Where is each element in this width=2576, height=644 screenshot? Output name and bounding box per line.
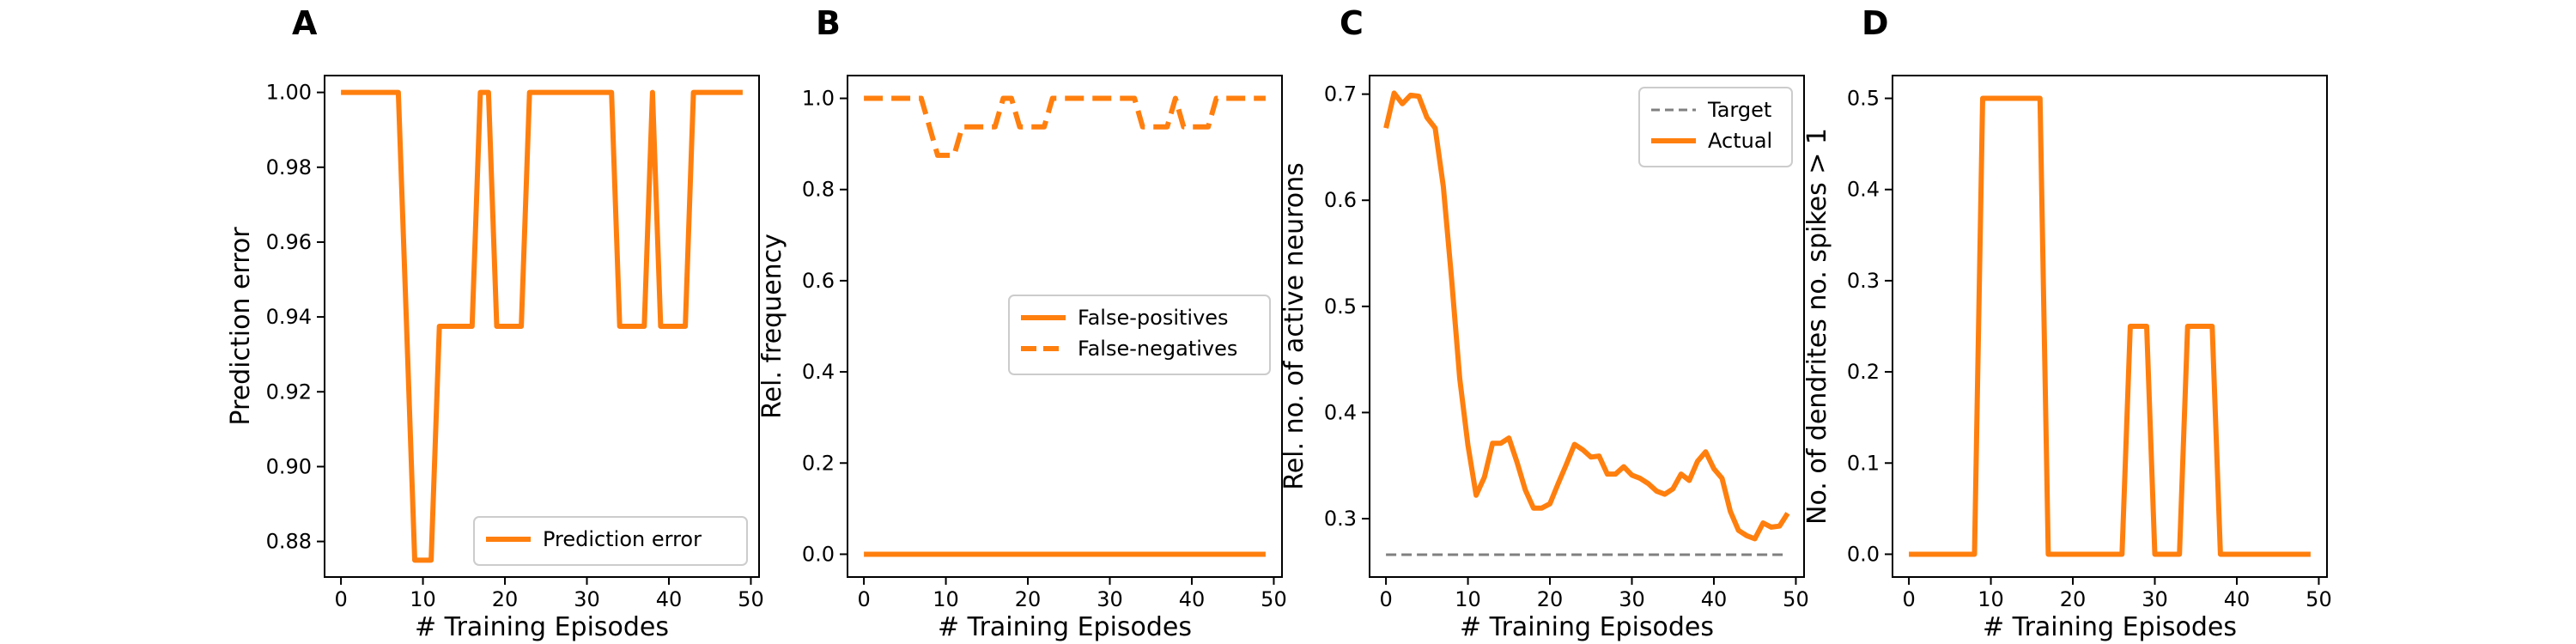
- legend: Prediction error: [473, 516, 748, 566]
- x-tick-label: 40: [1701, 587, 1728, 611]
- legend: Target Actual: [1638, 87, 1793, 167]
- y-tick-label: 0.90: [266, 454, 312, 478]
- axes-frame: [324, 75, 760, 578]
- y-tick-label: 0.4: [1324, 400, 1357, 424]
- y-tick-label: 0.6: [1324, 188, 1357, 212]
- y-tick-label: 0.2: [1847, 360, 1880, 384]
- series-line-series-0: [1909, 95, 2311, 557]
- x-tick-label: 40: [2224, 587, 2251, 611]
- legend-box: [1008, 295, 1271, 375]
- legend: False-positives False-negatives: [1008, 295, 1271, 375]
- y-axis-label: Rel. no. of active neurons: [1279, 162, 1309, 490]
- y-tick-label: 0.5: [1847, 87, 1880, 111]
- legend-label: False-positives: [1078, 306, 1229, 330]
- series-line-actual: [1383, 90, 1790, 542]
- x-tick-label: 50: [738, 587, 764, 611]
- y-axis-label: No. of dendrites no. spikes > 1: [1802, 128, 1832, 525]
- x-tick-label: 0: [1379, 587, 1392, 611]
- x-tick-label: 10: [1455, 587, 1481, 611]
- x-tick-label: 30: [574, 587, 600, 611]
- axes-frame: [1892, 75, 2328, 578]
- x-tick-label: 20: [492, 587, 519, 611]
- x-tick-label: 40: [656, 587, 683, 611]
- legend-box: [1638, 87, 1793, 167]
- x-tick-label: 20: [1015, 587, 1042, 611]
- y-tick-label: 0.2: [802, 451, 835, 475]
- y-tick-label: 0.96: [266, 230, 312, 254]
- x-tick-label: 50: [1783, 587, 1809, 611]
- y-tick-label: 1.00: [266, 81, 312, 105]
- x-axis-label: # Training Episodes: [1983, 612, 2237, 642]
- panel-letter: D: [1862, 4, 1889, 42]
- x-tick-label: 50: [2306, 587, 2332, 611]
- x-tick-label: 0: [857, 587, 870, 611]
- x-axis-label: # Training Episodes: [415, 612, 669, 642]
- y-tick-label: 0.4: [1847, 178, 1880, 202]
- legend-label: Actual: [1708, 129, 1772, 153]
- y-tick-label: 0.7: [1324, 82, 1357, 106]
- panel-c: C 0 10 20 30 40 50 0.3 0.4 0.5 0.6 0.7 # Training Ep…: [1279, 4, 1809, 642]
- y-tick-label: 0.3: [1324, 507, 1357, 531]
- axes-frame: [1369, 75, 1805, 578]
- x-tick-label: 30: [1619, 587, 1645, 611]
- panel-letter: B: [816, 4, 841, 42]
- x-tick-label: 30: [1097, 587, 1123, 611]
- y-tick-label: 0.3: [1847, 269, 1880, 293]
- legend-label: Prediction error: [543, 527, 702, 551]
- y-tick-label: 0.0: [802, 542, 835, 566]
- y-tick-label: 0.92: [266, 380, 312, 404]
- x-axis-label: # Training Episodes: [1460, 612, 1714, 642]
- x-tick-label: 10: [933, 587, 959, 611]
- y-tick-label: 0.5: [1324, 295, 1357, 319]
- legend-label: False-negatives: [1078, 337, 1237, 361]
- y-tick-label: 0.0: [1847, 542, 1880, 566]
- x-axis-label: # Training Episodes: [938, 612, 1192, 642]
- y-tick-label: 0.88: [266, 530, 312, 554]
- x-tick-label: 20: [2060, 587, 2087, 611]
- x-tick-label: 10: [410, 587, 436, 611]
- x-tick-label: 30: [2142, 587, 2168, 611]
- y-tick-label: 0.4: [802, 360, 835, 384]
- legend-box: [473, 516, 748, 566]
- y-axis-label: Rel. frequency: [757, 234, 787, 419]
- y-tick-label: 0.8: [802, 178, 835, 202]
- y-tick-label: 0.6: [802, 269, 835, 293]
- panel-a: A 0 10 20 30 40 50 0.88 0.90 0.92 0.94 0.96 0.98 1.00…: [226, 4, 764, 642]
- x-tick-label: 0: [1902, 587, 1915, 611]
- y-tick-label: 0.1: [1847, 451, 1880, 475]
- legend-label: Target: [1707, 98, 1771, 122]
- series-line-false-negatives: [864, 95, 1266, 158]
- panel-d: D 0 10 20 30 40 50 0.0 0.1 0.2 0.3 0.4 0.5 # Training…: [1802, 4, 2332, 642]
- x-tick-label: 10: [1978, 587, 2004, 611]
- axes-frame: [847, 75, 1283, 578]
- series-line-prediction-error: [341, 89, 743, 563]
- x-tick-label: 0: [334, 587, 347, 611]
- panel-b: B 0 10 20 30 40 50 0.0 0.2 0.4 0.6 0.8 1.0 # Training…: [757, 4, 1287, 642]
- y-tick-label: 0.98: [266, 155, 312, 179]
- x-tick-label: 50: [1261, 587, 1287, 611]
- panel-letter: A: [292, 4, 318, 42]
- y-tick-label: 0.94: [266, 305, 312, 329]
- x-tick-label: 20: [1537, 587, 1564, 611]
- y-tick-label: 1.0: [802, 87, 835, 111]
- y-axis-label: Prediction error: [226, 227, 256, 426]
- x-tick-label: 40: [1179, 587, 1206, 611]
- panel-letter: C: [1340, 4, 1364, 42]
